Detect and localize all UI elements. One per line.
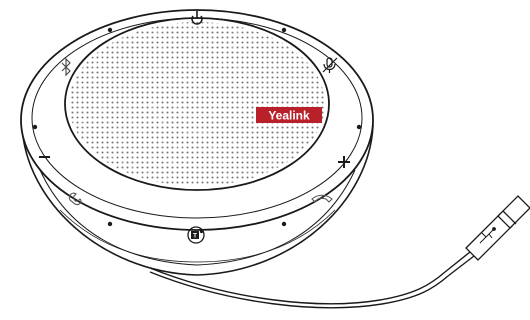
svg-text:T: T [193, 233, 197, 240]
usb-cable [149, 251, 475, 309]
usb-connector [465, 195, 530, 261]
teams-button[interactable]: T [187, 226, 205, 244]
indicator-dot [281, 221, 287, 227]
phone-hangup-icon [311, 194, 333, 203]
bluetooth-button[interactable] [61, 57, 71, 77]
power-icon [191, 11, 203, 25]
speaker-grille [69, 22, 325, 186]
indicator-dot [107, 221, 113, 227]
answer-call-button[interactable] [68, 192, 82, 206]
indicator-dot [32, 124, 38, 130]
power-button[interactable] [191, 11, 203, 25]
teams-icon: T [191, 229, 204, 240]
indicator-dot [281, 27, 287, 33]
bluetooth-icon [61, 57, 71, 77]
indicator-dot [356, 124, 362, 130]
microphone-mute-icon [322, 57, 338, 73]
volume-up-button[interactable] [338, 156, 350, 168]
indicator-dots [32, 27, 362, 227]
phone-answer-icon [68, 192, 82, 206]
end-call-button[interactable] [311, 194, 333, 203]
mute-button[interactable] [322, 57, 338, 73]
usb-icon [479, 227, 496, 244]
plus-icon [338, 156, 350, 168]
brand-logo: Yealink [256, 107, 322, 123]
svg-text:Yealink: Yealink [268, 109, 310, 123]
indicator-dot [107, 27, 113, 33]
